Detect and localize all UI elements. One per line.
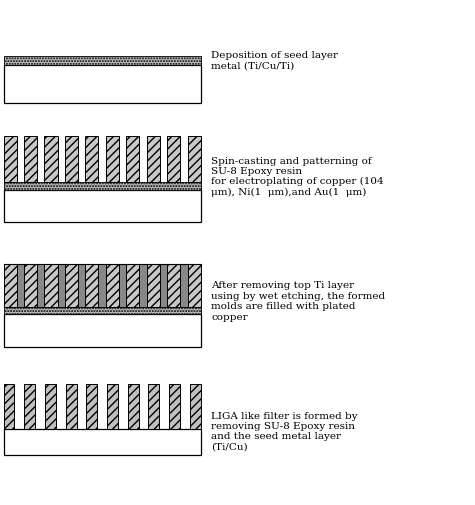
Bar bbox=[45, 136, 57, 181]
Bar bbox=[190, 384, 200, 429]
Bar bbox=[45, 264, 57, 307]
Bar bbox=[148, 384, 159, 429]
Bar bbox=[3, 136, 17, 181]
Bar bbox=[4, 314, 200, 347]
Text: Deposition of seed layer
metal (Ti/Cu/Ti): Deposition of seed layer metal (Ti/Cu/Ti… bbox=[211, 51, 338, 70]
Bar bbox=[4, 384, 14, 429]
Bar bbox=[128, 384, 139, 429]
Bar bbox=[4, 307, 200, 314]
Bar bbox=[24, 384, 35, 429]
Bar bbox=[188, 264, 201, 307]
Bar bbox=[3, 264, 17, 307]
Bar bbox=[65, 264, 78, 307]
Bar bbox=[167, 264, 180, 307]
Bar bbox=[86, 264, 98, 307]
Bar bbox=[4, 429, 200, 454]
Bar bbox=[106, 136, 119, 181]
Bar bbox=[169, 384, 180, 429]
Bar bbox=[86, 136, 98, 181]
Bar bbox=[4, 189, 200, 222]
Bar bbox=[65, 136, 78, 181]
Bar bbox=[24, 264, 37, 307]
Bar bbox=[106, 264, 119, 307]
Bar bbox=[4, 65, 200, 103]
Bar bbox=[147, 264, 160, 307]
Bar bbox=[4, 264, 200, 307]
Bar bbox=[24, 136, 37, 181]
Bar bbox=[188, 136, 201, 181]
Text: After removing top Ti layer
using by wet etching, the formed
molds are filled wi: After removing top Ti layer using by wet… bbox=[211, 281, 386, 322]
Bar bbox=[45, 384, 56, 429]
Text: LIGA like filter is formed by
removing SU-8 Epoxy resin
and the seed metal layer: LIGA like filter is formed by removing S… bbox=[211, 412, 358, 452]
Bar bbox=[86, 384, 97, 429]
Bar bbox=[107, 384, 118, 429]
Bar bbox=[167, 136, 180, 181]
Bar bbox=[126, 136, 139, 181]
Bar bbox=[4, 182, 200, 189]
Bar bbox=[147, 136, 160, 181]
Bar bbox=[4, 56, 200, 65]
Bar bbox=[126, 264, 139, 307]
Bar bbox=[66, 384, 76, 429]
Text: Spin-casting and patterning of
SU-8 Epoxy resin
for electroplating of copper (10: Spin-casting and patterning of SU-8 Epox… bbox=[211, 157, 384, 197]
